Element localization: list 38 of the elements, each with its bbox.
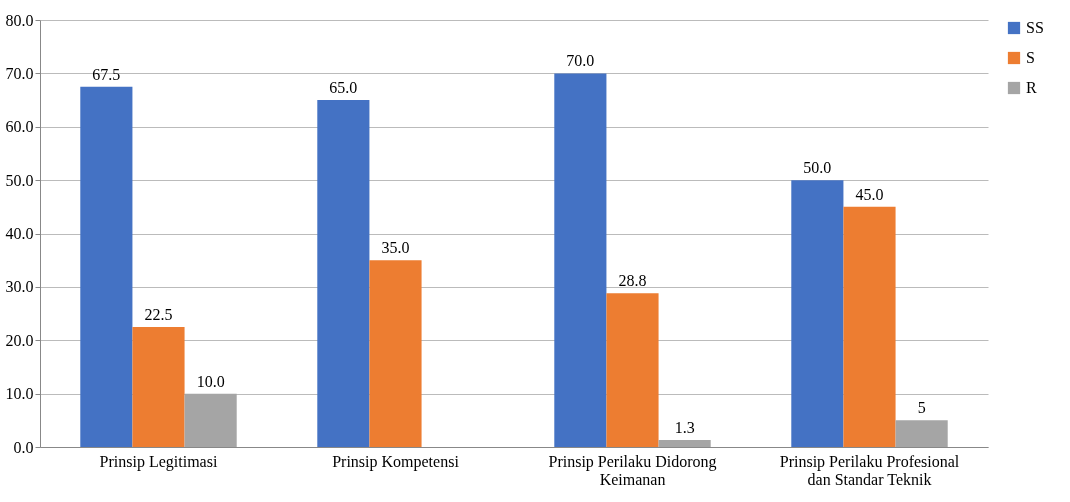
x-tick-label: Prinsip Perilaku Profesional dan Standar Teknik	[779, 452, 960, 488]
data-label: 67.5	[92, 65, 121, 83]
y-tick-label: 40.0	[5, 225, 34, 242]
bar	[369, 260, 422, 447]
data-label: 35.0	[381, 239, 410, 257]
data-label: 45.0	[855, 185, 884, 203]
bar	[791, 180, 844, 447]
bar	[184, 393, 237, 447]
legend-label: SS	[1026, 19, 1044, 36]
bar	[843, 206, 896, 447]
y-tick-label: 20.0	[5, 331, 34, 349]
data-label: 70.0	[566, 52, 595, 70]
x-tick-label: Prinsip Legitimasi	[99, 452, 218, 471]
bar	[606, 293, 659, 447]
data-label: 5	[917, 399, 926, 417]
y-tick-label: 80.0	[5, 11, 34, 29]
data-label: 50.0	[803, 159, 832, 177]
bar	[658, 440, 711, 447]
x-tick-label: Prinsip Kompetensi	[332, 452, 460, 471]
data-label: 22.5	[144, 305, 173, 323]
y-tick-label: 60.0	[5, 118, 34, 136]
data-label: 28.8	[618, 272, 647, 290]
legend-label: R	[1026, 79, 1037, 96]
bar	[132, 326, 185, 447]
y-tick-label: 10.0	[5, 385, 34, 403]
y-tick-label: 0.0	[13, 438, 34, 456]
legend-label: S	[1026, 49, 1035, 66]
y-tick-label: 70.0	[5, 64, 34, 82]
y-tick-label: 30.0	[5, 278, 34, 296]
bar	[554, 73, 607, 447]
data-label: 10.0	[196, 372, 225, 390]
y-tick-label: 50.0	[5, 171, 34, 189]
x-tick-label: Prinsip Perilaku Didorong Keimanan	[548, 452, 717, 488]
data-label: 1.3	[674, 419, 695, 437]
bar	[80, 86, 133, 447]
bar	[317, 100, 370, 447]
data-label: 65.0	[329, 79, 358, 97]
bar	[895, 420, 948, 447]
